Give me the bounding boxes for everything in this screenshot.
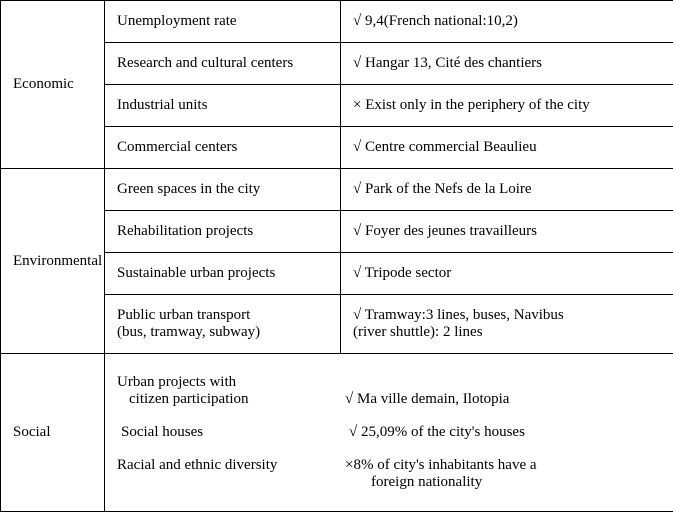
row-value: √ Park of the Nefs de la Loire: [341, 169, 673, 211]
table-row: Urban projects with citizen participatio…: [117, 366, 663, 416]
row-value-line2: (river shuttle): 2 lines: [353, 324, 483, 340]
table-row: Social Urban projects with citizen parti…: [1, 354, 673, 512]
row-label: Urban projects with citizen participatio…: [117, 374, 345, 408]
row-label: Industrial units: [105, 85, 341, 127]
row-label: Green spaces in the city: [105, 169, 341, 211]
table-row: Economic Unemployment rate √ 9,4(French …: [1, 1, 673, 43]
row-label-line1: Public urban transport: [117, 307, 250, 323]
category-social: Social: [1, 354, 105, 512]
row-label-line2: (bus, tramway, subway): [117, 324, 260, 340]
table-row: Environmental Green spaces in the city √…: [1, 169, 673, 211]
category-environmental: Environmental: [1, 169, 105, 354]
row-label: Commercial centers: [105, 127, 341, 169]
row-label: Research and cultural centers: [105, 43, 341, 85]
row-value: √ Hangar 13, Cité des chantiers: [341, 43, 673, 85]
row-label: Rehabilitation projects: [105, 211, 341, 253]
row-value: √ 9,4(French national:10,2): [341, 1, 673, 43]
category-economic: Economic: [1, 1, 105, 169]
row-value: √ 25,09% of the city's houses: [349, 424, 663, 441]
row-value: √ Foyer des jeunes travailleurs: [341, 211, 673, 253]
row-value: ×8% of city's inhabitants have a foreign…: [345, 457, 663, 491]
row-value-line2: foreign nationality: [345, 474, 482, 490]
table-row: Racial and ethnic diversity ×8% of city'…: [117, 449, 663, 499]
social-body: Urban projects with citizen participatio…: [105, 354, 673, 512]
row-label: Racial and ethnic diversity: [117, 457, 345, 491]
row-value: √ Centre commercial Beaulieu: [341, 127, 673, 169]
row-label: Unemployment rate: [105, 1, 341, 43]
row-label-line1: Urban projects with: [117, 374, 236, 390]
table-row: Social houses √ 25,09% of the city's hou…: [117, 416, 663, 449]
row-value: × Exist only in the periphery of the cit…: [341, 85, 673, 127]
row-label: Public urban transport (bus, tramway, su…: [105, 295, 341, 354]
row-value: √ Ma ville demain, Ilotopia: [345, 391, 663, 408]
row-label: Social houses: [117, 424, 349, 441]
row-label: Sustainable urban projects: [105, 253, 341, 295]
criteria-table: Economic Unemployment rate √ 9,4(French …: [0, 0, 673, 512]
row-value-line1: ×8% of city's inhabitants have a: [345, 457, 537, 473]
row-value: √ Tripode sector: [341, 253, 673, 295]
row-label-line2: citizen participation: [117, 391, 345, 408]
row-value-line1: √ Tramway:3 lines, buses, Navibus: [353, 307, 564, 323]
row-value: √ Tramway:3 lines, buses, Navibus (river…: [341, 295, 673, 354]
